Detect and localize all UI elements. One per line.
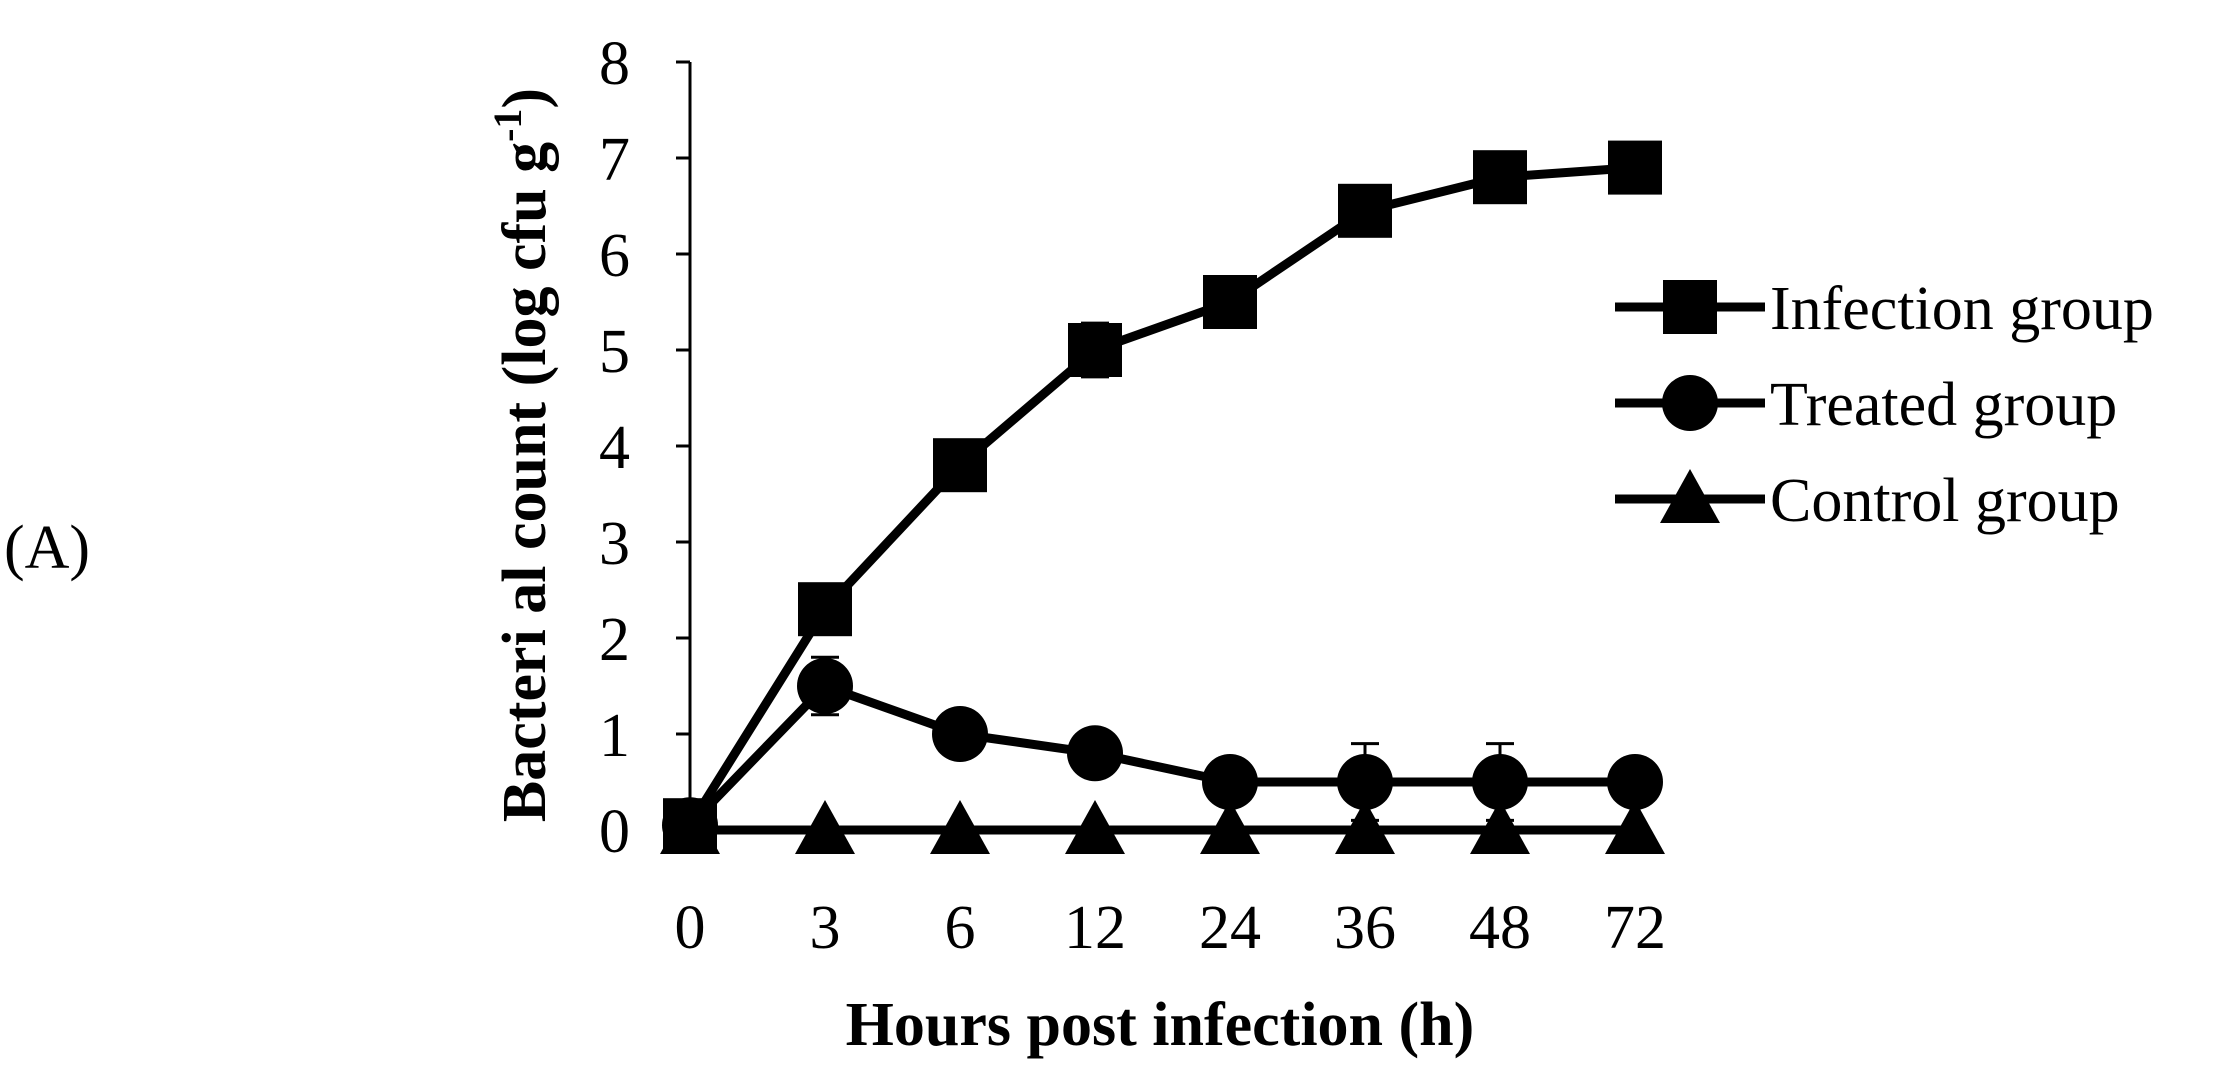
y-tick-label: 0 <box>599 798 630 866</box>
treated-group-point <box>1202 754 1258 810</box>
control-group-point <box>1335 800 1395 854</box>
treated-group-point <box>932 706 988 762</box>
infection-group-point <box>1473 150 1527 205</box>
infection-group-line <box>686 163 1636 828</box>
legend-label-treated-group: Treated group <box>1770 371 2117 439</box>
x-ticks: 0 3 6 12 24 36 48 72 <box>675 830 1666 962</box>
legend-marker-control-group <box>1660 469 1720 523</box>
series-lines <box>686 163 1636 835</box>
y-axis-title: Bacteri al count (log cfu g-1) <box>485 88 559 822</box>
y-tick-label: 2 <box>599 606 630 674</box>
control-group-point <box>795 800 855 854</box>
panel-label: (A) <box>4 514 90 582</box>
legend-marker-infection-group <box>1663 280 1717 334</box>
infection-group-point <box>1338 183 1392 238</box>
legend-label-infection-group: Infection group <box>1770 275 2154 343</box>
control-group-point <box>1065 800 1125 854</box>
y-axis-title-main: Bacteri al count (log cfu g <box>491 142 559 822</box>
x-tick-label: 36 <box>1334 894 1396 962</box>
x-tick-label: 6 <box>945 894 976 962</box>
infection-group-point <box>798 582 852 637</box>
y-axis-title-sup: -1 <box>485 109 530 142</box>
y-tick-label: 1 <box>599 702 630 770</box>
y-tick-label: 3 <box>599 510 630 578</box>
x-tick-label: 72 <box>1604 894 1666 962</box>
legend: Infection group Treated group Control grou… <box>1615 275 2154 535</box>
x-axis-title: Hours post infection (h) <box>846 991 1475 1059</box>
control-group-point <box>660 800 720 854</box>
treated-group-point <box>797 658 853 714</box>
x-tick-label: 48 <box>1469 894 1531 962</box>
treated-group-point <box>1067 725 1123 782</box>
treated-group-point <box>1607 754 1663 810</box>
control-group-point <box>930 800 990 854</box>
control-group-point <box>1200 800 1260 854</box>
y-tick-label: 4 <box>599 414 630 482</box>
legend-label-control-group: Control group <box>1770 467 2120 535</box>
y-tick-label: 5 <box>599 318 630 386</box>
treated-group-point <box>1337 754 1393 810</box>
y-ticks: 0 1 2 3 4 5 6 7 8 <box>599 30 690 866</box>
x-tick-label: 3 <box>810 894 841 962</box>
x-tick-label: 12 <box>1064 894 1126 962</box>
control-group-point <box>1470 800 1530 854</box>
legend-marker-treated-group <box>1662 375 1718 431</box>
y-tick-label: 6 <box>599 222 630 290</box>
treated-group-point <box>1472 754 1528 810</box>
y-tick-label: 7 <box>599 126 630 194</box>
x-tick-label: 24 <box>1199 894 1261 962</box>
infection-group-point <box>1068 323 1122 377</box>
control-group-point <box>1605 800 1665 854</box>
infection-group-point <box>1608 140 1662 195</box>
infection-group-point <box>933 438 987 493</box>
x-tick-label: 0 <box>675 894 706 962</box>
y-axis-title-end: ) <box>491 88 559 109</box>
infection-group-point <box>1203 275 1257 329</box>
y-tick-label: 8 <box>599 30 630 98</box>
series-markers <box>660 140 1665 854</box>
